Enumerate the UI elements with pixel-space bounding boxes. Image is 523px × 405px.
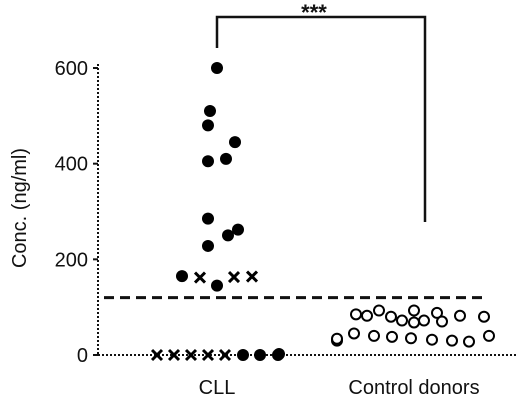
data-point [218, 348, 232, 362]
data-point [220, 152, 232, 165]
y-ticks: 0 200 400 600 [55, 58, 98, 367]
data-point [348, 327, 360, 340]
data-point [245, 270, 259, 283]
data-point [446, 334, 458, 347]
cross-stroke [245, 270, 259, 283]
y-axis-title: Conc. (ng/ml) [9, 148, 31, 268]
data-point [211, 62, 223, 74]
data-point [418, 314, 430, 327]
x-category-label-control-donors: Control donors [348, 377, 479, 399]
y-tick-label: 200 [55, 249, 88, 271]
significance-bracket [215, 15, 427, 222]
data-point [478, 310, 490, 323]
data-point [227, 270, 241, 284]
data-point [386, 330, 398, 343]
data-point [167, 348, 181, 362]
data-point [201, 348, 215, 362]
y-tick-label: 0 [77, 345, 88, 367]
data-point [232, 223, 244, 236]
significance-bracket-group [215, 15, 427, 222]
cross-stroke [193, 271, 207, 284]
axes [97, 64, 517, 356]
data-point [408, 304, 420, 317]
data-point [385, 310, 397, 323]
y-tick-label: 600 [55, 58, 88, 80]
data-point [463, 335, 475, 348]
data-point [373, 304, 385, 317]
data-point [202, 239, 214, 252]
cross-stroke [184, 348, 198, 362]
data-point [368, 329, 380, 342]
data-point [350, 308, 362, 321]
data-point [229, 136, 241, 149]
data-point [150, 348, 164, 362]
data-points [150, 62, 495, 362]
data-point [361, 309, 373, 322]
x-category-label-cll: CLL [199, 377, 236, 399]
cross-stroke [201, 348, 215, 362]
cross-stroke [150, 348, 164, 362]
data-point [222, 229, 234, 242]
data-point [202, 155, 214, 168]
y-tick-label: 400 [55, 154, 88, 176]
cross-stroke [227, 270, 241, 284]
data-point [483, 329, 495, 342]
data-point [408, 316, 420, 329]
data-point [202, 119, 214, 132]
data-point [204, 105, 216, 118]
data-point [454, 309, 466, 322]
data-point [176, 270, 188, 283]
data-point [436, 315, 448, 328]
cross-stroke [167, 348, 181, 362]
data-point [426, 333, 438, 346]
data-point [273, 348, 285, 361]
data-point [331, 332, 343, 345]
data-point [202, 212, 214, 225]
data-point [396, 314, 408, 327]
significance-label: *** [301, 0, 327, 25]
data-point [237, 349, 249, 361]
data-point [431, 306, 443, 319]
data-point [211, 279, 223, 292]
data-point [193, 271, 207, 284]
data-point [184, 348, 198, 362]
cross-stroke [218, 348, 232, 362]
data-point [254, 349, 266, 361]
data-point [405, 332, 417, 345]
